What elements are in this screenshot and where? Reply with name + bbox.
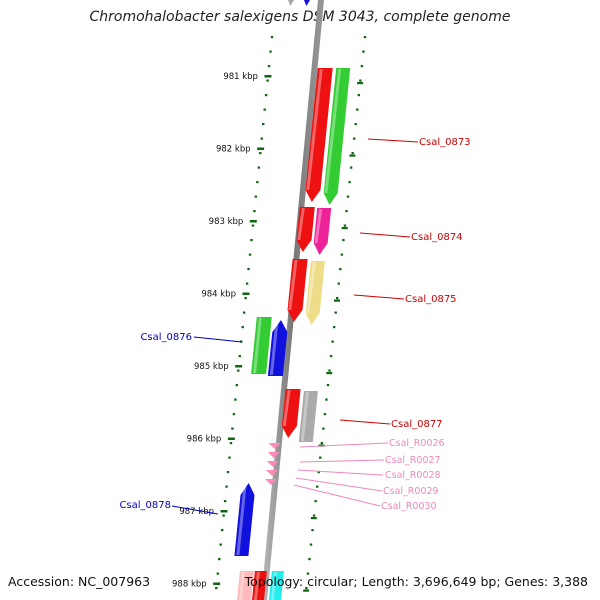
leader-line-8 (295, 477, 383, 492)
leader-line-4 (339, 419, 391, 425)
gene-label-2[interactable]: Csal_0875 (405, 294, 457, 305)
tick-label-2: 983 kbp (209, 217, 244, 227)
gene-arrow-14[interactable] (251, 571, 267, 600)
tick-mark-5 (227, 437, 235, 440)
tick-label-0: 981 kbp (223, 72, 258, 82)
tick-mark-3 (242, 292, 250, 295)
tick-label-4: 985 kbp (194, 362, 229, 372)
tick-mark-6 (220, 510, 228, 513)
gene-arrow-11[interactable] (298, 391, 318, 442)
gene-label-5[interactable]: Csal_R0026 (389, 438, 445, 449)
gene-arrow-0[interactable] (286, 0, 298, 6)
gene-arrow-12[interactable] (234, 483, 255, 556)
trna-arrow-2[interactable] (266, 461, 279, 467)
leader-line-0 (367, 138, 419, 143)
tick-mark-2 (249, 220, 257, 223)
leader-line-7 (297, 469, 384, 476)
tick-label-7: 988 kbp (172, 580, 207, 590)
gene-label-1[interactable]: Csal_0874 (411, 232, 463, 243)
gene-arrow-5[interactable] (313, 208, 332, 255)
gene-label-group-1[interactable]: Csal_0874 (359, 232, 463, 243)
gene-label-group-4[interactable]: Csal_0877 (339, 419, 443, 430)
gene-label-group-8[interactable]: Csal_R0029 (295, 477, 439, 497)
gene-label-group-9[interactable]: Csal_R0030 (293, 484, 437, 512)
leader-line-5 (299, 442, 389, 448)
leader-line-9 (293, 484, 381, 507)
guide-right (305, 36, 367, 590)
leader-line-6 (299, 459, 385, 463)
gene-arrow-2[interactable] (305, 68, 333, 202)
gene-label-8[interactable]: Csal_R0029 (383, 486, 439, 497)
scale-guides (215, 36, 367, 590)
gene-label-group-10[interactable]: Csal_0878 (119, 500, 219, 515)
gene-label-9[interactable]: Csal_R0030 (381, 501, 437, 512)
trna-arrow-0[interactable] (268, 443, 281, 449)
gene-label-group-7[interactable]: Csal_R0028 (297, 469, 441, 481)
gene-labels: Csal_0873 Csal_0874 Csal_0875 Csal_0876 Csal… (119, 137, 471, 515)
trna-arrow-4[interactable] (265, 479, 278, 485)
gene-arrow-6[interactable] (287, 259, 308, 322)
gene-arrow-7[interactable] (305, 261, 325, 325)
gene-arrow-10[interactable] (281, 389, 301, 438)
tick-mark-0 (264, 75, 272, 78)
gene-label-4[interactable]: Csal_0877 (391, 419, 443, 430)
tick-label-5: 986 kbp (187, 435, 222, 445)
trna-arrow-3[interactable] (266, 470, 278, 476)
gene-features (234, 0, 351, 600)
gene-arrow-9[interactable] (267, 320, 288, 376)
guide-left (215, 36, 274, 590)
gene-label-7[interactable]: Csal_R0028 (385, 470, 441, 481)
gene-label-3[interactable]: Csal_0876 (140, 332, 192, 343)
gene-label-group-5[interactable]: Csal_R0026 (299, 438, 445, 449)
gene-label-0[interactable]: Csal_0873 (419, 137, 471, 148)
gene-arrow-1[interactable] (302, 0, 314, 6)
leader-line-3 (193, 336, 243, 343)
gene-label-6[interactable]: Csal_R0027 (385, 455, 441, 466)
genome-title: Chromohalobacter salexigens DSM 3043, co… (89, 9, 511, 25)
gene-label-group-2[interactable]: Csal_0875 (353, 294, 457, 305)
tick-label-6: 987 kbp (179, 507, 214, 517)
gene-arrow-15[interactable] (268, 571, 284, 600)
gene-label-group-0[interactable]: Csal_0873 (367, 137, 471, 148)
tick-mark-1 (257, 147, 265, 150)
gene-label-group-6[interactable]: Csal_R0027 (299, 455, 441, 466)
topology-text: Topology: circular; Length: 3,696,649 bp… (244, 574, 588, 589)
leader-line-1 (359, 232, 411, 238)
gene-arrow-4[interactable] (296, 207, 315, 252)
tick-label-3: 984 kbp (201, 290, 236, 300)
accession-text: Accession: NC_007963 (8, 574, 151, 589)
trna-arrow-1[interactable] (267, 452, 280, 458)
tick-label-1: 982 kbp (216, 145, 251, 155)
tick-mark-4 (235, 365, 243, 368)
gene-label-group-3[interactable]: Csal_0876 (140, 332, 243, 343)
gene-label-10[interactable]: Csal_0878 (119, 500, 171, 511)
gene-arrow-8[interactable] (251, 317, 272, 374)
tick-mark-7 (213, 582, 221, 585)
kbp-ruler: 981 kbp 982 kbp 983 kbp 984 kbp 985 kbp 986 k… (172, 72, 364, 592)
leader-line-2 (353, 294, 405, 300)
gene-arrow-3[interactable] (323, 68, 351, 205)
leader-line-10 (171, 505, 219, 515)
gene-arrow-13[interactable] (236, 571, 254, 600)
